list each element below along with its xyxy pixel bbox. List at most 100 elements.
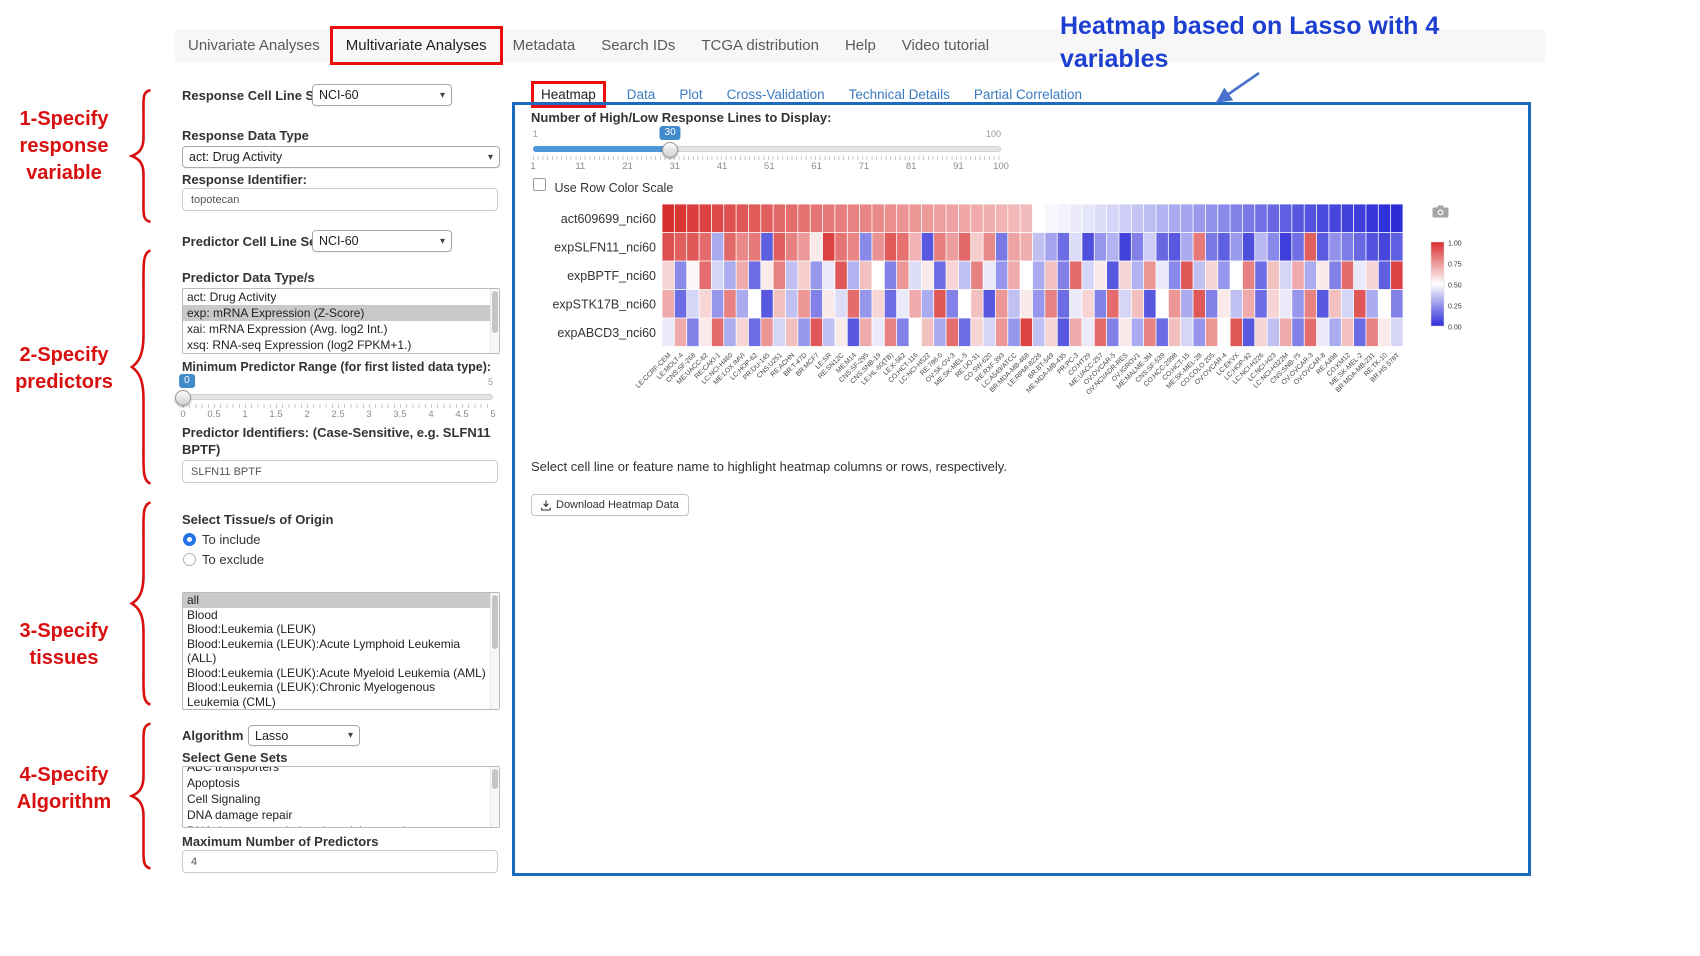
heatmap-cell[interactable]	[798, 204, 810, 233]
heatmap-cell[interactable]	[1193, 232, 1205, 261]
heatmap-cell[interactable]	[1082, 318, 1094, 347]
heatmap-cell[interactable]	[1329, 204, 1341, 233]
heatmap-cell[interactable]	[1230, 318, 1243, 347]
list-option[interactable]: xai: mRNA Expression (Avg. log2 Int.)	[187, 322, 388, 336]
heatmap-cell[interactable]	[674, 204, 687, 233]
heatmap-cell[interactable]	[711, 318, 724, 347]
heatmap-cell[interactable]	[909, 204, 921, 233]
heatmap-cell[interactable]	[1008, 318, 1020, 347]
heatmap-cell[interactable]	[1069, 232, 1082, 261]
download-heatmap-data-button[interactable]: Download Heatmap Data	[531, 494, 689, 516]
heatmap-cell[interactable]	[1008, 204, 1020, 233]
heatmap-cell[interactable]	[946, 318, 958, 347]
heatmap-cell[interactable]	[1341, 289, 1354, 318]
heatmap-cell[interactable]	[1242, 261, 1255, 290]
heatmap-cell[interactable]	[822, 318, 835, 347]
heatmap-cell[interactable]	[773, 289, 786, 318]
to-exclude-radio[interactable]	[183, 553, 196, 566]
heatmap-cell[interactable]	[995, 204, 1008, 233]
heatmap-cell[interactable]	[1218, 318, 1230, 347]
heatmap-row-label[interactable]: expSLFN11_nci60	[554, 240, 656, 254]
heatmap-cell[interactable]	[1069, 204, 1082, 233]
scrollbar-thumb[interactable]	[492, 291, 498, 333]
heatmap-cell[interactable]	[1156, 232, 1168, 261]
heatmap-cell[interactable]	[958, 204, 971, 233]
heatmap-cell[interactable]	[1341, 204, 1354, 233]
heatmap-cell[interactable]	[711, 289, 724, 318]
heatmap-cell[interactable]	[1230, 261, 1243, 290]
list-option-selected[interactable]: exp: mRNA Expression (Z-Score)	[183, 305, 499, 321]
heatmap-cell[interactable]	[884, 232, 897, 261]
list-option[interactable]: DNA damage repair, break excision repair	[183, 823, 499, 827]
heatmap-cell[interactable]	[872, 232, 884, 261]
heatmap-cell[interactable]	[1107, 289, 1119, 318]
nav-help[interactable]: Help	[844, 37, 876, 54]
heatmap-cell[interactable]	[785, 318, 798, 347]
heatmap-cell[interactable]	[1329, 318, 1341, 347]
tab-plot[interactable]: Plot	[679, 87, 703, 102]
heatmap-cell[interactable]	[1267, 261, 1280, 290]
heatmap-cell[interactable]	[1391, 289, 1403, 318]
heatmap-cell[interactable]	[711, 261, 724, 290]
heatmap-cell[interactable]	[1057, 289, 1070, 318]
heatmap-cell[interactable]	[958, 289, 971, 318]
heatmap-cell[interactable]	[897, 204, 909, 233]
heatmap-cell[interactable]	[860, 289, 872, 318]
heatmap-cell[interactable]	[1304, 204, 1317, 233]
heatmap-cell[interactable]	[1168, 289, 1181, 318]
heatmap-cell[interactable]	[1292, 204, 1304, 233]
heatmap-cell[interactable]	[1131, 232, 1144, 261]
heatmap-cell[interactable]	[847, 318, 860, 347]
heatmap-cell[interactable]	[1057, 261, 1070, 290]
heatmap-row-label[interactable]: expSTK17B_nci60	[552, 297, 656, 311]
heatmap-cell[interactable]	[958, 318, 971, 347]
heatmap-cell[interactable]	[1242, 318, 1255, 347]
heatmap-cell[interactable]	[1045, 261, 1057, 290]
heatmap-cell[interactable]	[736, 261, 749, 290]
heatmap-cell[interactable]	[971, 261, 983, 290]
heatmap-cell[interactable]	[934, 204, 946, 233]
heatmap-cell[interactable]	[1366, 204, 1378, 233]
heatmap-cell[interactable]	[674, 232, 687, 261]
heatmap-cell[interactable]	[1218, 261, 1230, 290]
heatmap-cell[interactable]	[934, 289, 946, 318]
heatmap-cell[interactable]	[897, 261, 909, 290]
heatmap-cell[interactable]	[785, 289, 798, 318]
heatmap-cell[interactable]	[921, 289, 934, 318]
heatmap-cell[interactable]	[1082, 289, 1094, 318]
heatmap-cell[interactable]	[1045, 204, 1057, 233]
response-identifier-input[interactable]	[182, 188, 498, 211]
heatmap-cell[interactable]	[1205, 289, 1218, 318]
scrollbar-thumb[interactable]	[492, 769, 498, 789]
heatmap-cell[interactable]	[1082, 204, 1094, 233]
heatmap-cell[interactable]	[1193, 289, 1205, 318]
heatmap-cell[interactable]	[934, 318, 946, 347]
heatmap-cell[interactable]	[1354, 232, 1366, 261]
heatmap-cell[interactable]	[798, 232, 810, 261]
heatmap-cell[interactable]	[822, 204, 835, 233]
heatmap-cell[interactable]	[1144, 232, 1156, 261]
heatmap-cell[interactable]	[971, 318, 983, 347]
heatmap-cell[interactable]	[736, 204, 749, 233]
heatmap-cell[interactable]	[1193, 261, 1205, 290]
heatmap-cell[interactable]	[995, 318, 1008, 347]
heatmap-cell[interactable]	[884, 289, 897, 318]
heatmap-cell[interactable]	[946, 204, 958, 233]
heatmap-cell[interactable]	[1181, 204, 1193, 233]
heatmap-cell[interactable]	[835, 261, 847, 290]
heatmap-cell[interactable]	[1107, 318, 1119, 347]
heatmap-cell[interactable]	[860, 318, 872, 347]
heatmap-cell[interactable]	[1304, 318, 1317, 347]
heatmap-row-label[interactable]: expABCD3_nci60	[557, 326, 656, 340]
heatmap-cell[interactable]	[835, 232, 847, 261]
heatmap-cell[interactable]	[1341, 261, 1354, 290]
heatmap-cell[interactable]	[1045, 289, 1057, 318]
scrollbar[interactable]	[490, 289, 499, 353]
heatmap-cell[interactable]	[983, 289, 996, 318]
heatmap-cell[interactable]	[1230, 289, 1243, 318]
heatmap-cell[interactable]	[1218, 204, 1230, 233]
heatmap-cell[interactable]	[872, 318, 884, 347]
heatmap-cell[interactable]	[822, 232, 835, 261]
heatmap-cell[interactable]	[1107, 232, 1119, 261]
heatmap-cell[interactable]	[860, 232, 872, 261]
